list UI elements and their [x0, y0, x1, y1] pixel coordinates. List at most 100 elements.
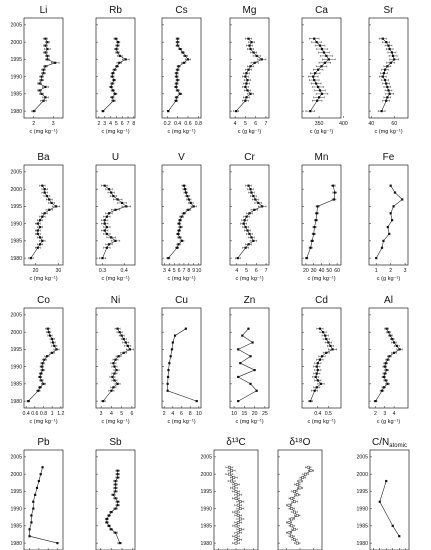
y-tick-label: 1980	[10, 399, 22, 405]
data-point	[230, 469, 233, 473]
data-point	[126, 344, 129, 348]
data-point	[105, 246, 108, 249]
y-tick-label: 1995	[10, 57, 22, 63]
data-point	[116, 500, 119, 503]
data-point	[253, 208, 256, 211]
data-point	[116, 44, 119, 47]
y-tick-label: 2005	[10, 455, 22, 461]
data-point	[107, 243, 111, 246]
data-point	[332, 184, 335, 187]
x-tick-label: 30	[56, 268, 62, 274]
data-point	[378, 500, 381, 503]
x-tick-label: 3	[383, 411, 386, 417]
data-point	[385, 479, 388, 483]
data-point	[388, 92, 391, 95]
data-point	[28, 535, 31, 538]
data-point	[39, 372, 42, 375]
panel-title-Cu: Cu	[175, 295, 188, 306]
data-point	[383, 372, 386, 375]
x-axis-label: c (mg kg⁻¹)	[29, 276, 57, 282]
data-point	[230, 479, 233, 483]
data-point	[175, 72, 178, 75]
data-point	[313, 225, 316, 229]
data-point	[246, 229, 249, 232]
plot-frame	[369, 449, 410, 550]
panel-Al: Al 2 3 4 c (g kg⁻¹)	[368, 295, 409, 425]
data-point	[107, 188, 111, 191]
data-point	[184, 191, 187, 194]
data-point	[56, 542, 59, 545]
data-point	[175, 96, 178, 99]
data-point	[36, 222, 39, 225]
data-point	[239, 362, 242, 365]
x-tick-label: 5	[244, 121, 247, 127]
data-point	[234, 534, 238, 538]
data-point	[43, 212, 46, 215]
panel-Zn: Zn 10 15 20 25 c (mg kg⁻¹)	[229, 295, 270, 425]
data-point	[391, 524, 394, 527]
data-point	[118, 61, 121, 64]
data-point	[116, 469, 119, 472]
series-line	[168, 185, 195, 259]
data-point	[40, 92, 43, 95]
x-tick-label: 7	[264, 121, 267, 127]
data-point	[374, 400, 377, 403]
plot-frame	[301, 164, 342, 266]
data-point	[178, 219, 182, 222]
data-point	[112, 386, 115, 389]
data-point	[116, 473, 119, 476]
data-point	[177, 229, 181, 232]
data-point	[111, 72, 114, 75]
data-point	[186, 58, 190, 61]
data-point	[246, 89, 249, 92]
data-point	[316, 368, 319, 372]
data-point	[41, 239, 44, 242]
data-point	[40, 78, 43, 82]
data-point	[176, 37, 179, 40]
data-point	[246, 78, 249, 82]
x-tick-label: 0.4	[314, 411, 321, 417]
data-point	[186, 194, 189, 198]
data-point	[383, 365, 386, 368]
data-point	[112, 99, 115, 102]
x-tick-label: 30	[311, 268, 317, 274]
y-tick-label: 1995	[10, 204, 22, 210]
data-point	[176, 89, 179, 92]
data-point	[401, 198, 404, 201]
data-point	[167, 368, 170, 372]
data-point	[293, 538, 296, 542]
data-point	[316, 362, 319, 365]
data-point	[118, 331, 121, 334]
data-point	[255, 389, 258, 392]
data-point	[241, 334, 244, 337]
data-point	[316, 205, 319, 208]
x-tick-label: 7	[182, 268, 185, 274]
series-line	[106, 470, 121, 544]
data-point	[234, 483, 238, 486]
x-tick-label: 2	[374, 411, 377, 417]
series-line	[30, 185, 57, 259]
x-tick-label: 1	[51, 411, 54, 417]
plot-frame	[229, 307, 270, 409]
data-point	[176, 68, 179, 71]
data-point	[290, 534, 294, 538]
plot-frame	[301, 17, 342, 119]
x-axis-label: c (mg kg⁻¹)	[29, 129, 57, 135]
x-tick-label: 40	[368, 121, 374, 127]
plot-frame	[277, 449, 323, 550]
y-tick-label: 1980	[10, 109, 22, 115]
data-point	[27, 400, 30, 403]
data-point	[114, 37, 117, 40]
plot-frame	[23, 307, 64, 409]
data-point	[114, 92, 117, 95]
data-point	[116, 327, 119, 330]
data-point	[40, 379, 43, 382]
data-point	[103, 222, 106, 225]
data-point	[251, 341, 254, 344]
plot-frame	[213, 449, 259, 550]
data-point	[398, 348, 401, 351]
data-point	[395, 344, 398, 348]
data-point	[317, 96, 321, 99]
data-point	[114, 239, 117, 242]
